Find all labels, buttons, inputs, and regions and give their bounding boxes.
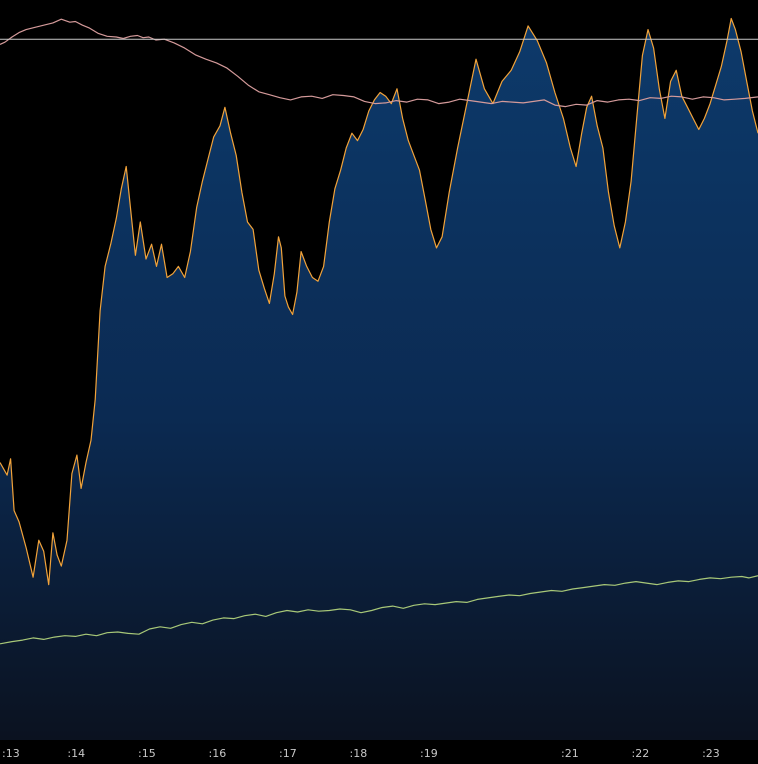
x-tick-label: :16 xyxy=(209,747,227,760)
x-tick-label: :15 xyxy=(138,747,156,760)
x-tick-label: :22 xyxy=(632,747,650,760)
series-3-line xyxy=(0,575,758,645)
x-tick-label: :23 xyxy=(702,747,720,760)
x-tick-label: :14 xyxy=(67,747,85,760)
series-1-area xyxy=(0,18,758,740)
x-tick-label: :21 xyxy=(561,747,579,760)
x-tick-label: :18 xyxy=(350,747,368,760)
x-tick-label: :19 xyxy=(420,747,438,760)
series-layer xyxy=(0,17,758,740)
series-2-line xyxy=(0,18,758,108)
x-tick-label: :13 xyxy=(2,747,20,760)
x-tick-label: :17 xyxy=(279,747,297,760)
x-axis: :13 :14 :15 :16 :17 :18 :19 :21 :22 :23 xyxy=(2,747,720,760)
series-1-line xyxy=(0,17,758,586)
